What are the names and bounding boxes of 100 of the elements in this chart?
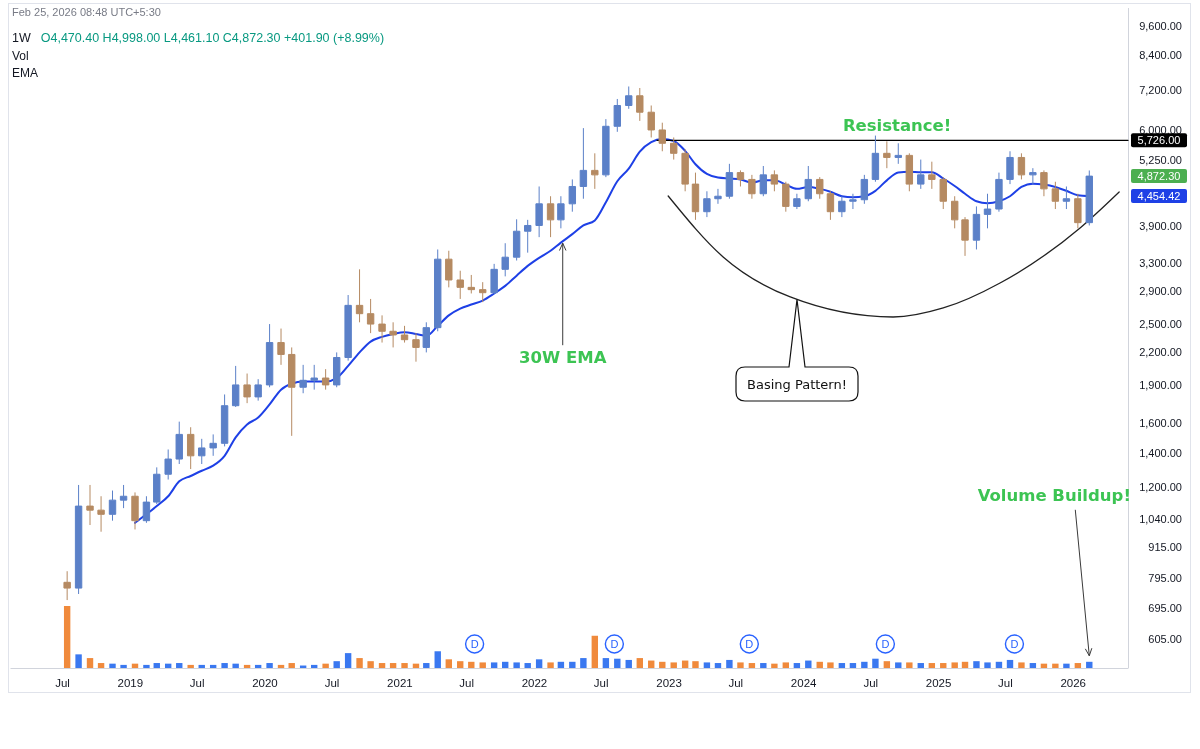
- bar: [198, 664, 205, 668]
- bar: [547, 662, 554, 668]
- bar: [232, 663, 239, 668]
- candlestick: [681, 148, 689, 192]
- candlestick: [490, 263, 498, 295]
- bar: [849, 663, 857, 668]
- bar: [591, 635, 599, 668]
- candlestick: [748, 174, 756, 200]
- bar: [961, 661, 969, 668]
- candlestick: [97, 495, 105, 533]
- x-tick-label: Jul: [324, 677, 340, 690]
- bar: [659, 661, 666, 668]
- bar: [703, 662, 711, 668]
- candlestick: [613, 98, 621, 133]
- x-tick-label: Jul: [593, 677, 609, 690]
- candlestick: [826, 190, 835, 221]
- bar: [479, 662, 486, 668]
- candlestick: [86, 484, 94, 526]
- candlestick: [333, 351, 341, 388]
- candlestick: [1062, 185, 1071, 210]
- y-tick-label: 3,900.00: [1139, 219, 1182, 232]
- text: O4,470.40 H4,998.00 L4,461.10 C4,872.30 +401.90 (+8.99%): [40, 31, 385, 45]
- bar: [793, 663, 801, 668]
- text: 4,872.30: [1137, 169, 1181, 182]
- y-tick-label: 695.00: [1148, 601, 1182, 614]
- candlestick: [1040, 169, 1048, 197]
- candlestick: [243, 373, 251, 404]
- bar: [277, 664, 285, 668]
- y-tick-label: 8,400.00: [1139, 49, 1182, 62]
- candlestick: [344, 294, 352, 362]
- candlestick: [625, 85, 633, 110]
- candlestick: [175, 421, 183, 465]
- bar: [636, 658, 643, 668]
- candlestick: [894, 142, 902, 165]
- x-tick-label: Jul: [997, 677, 1013, 690]
- y-tick-label: 2,200.00: [1139, 346, 1182, 359]
- bar: [760, 663, 767, 668]
- bar: [143, 664, 150, 668]
- candlestick: [782, 181, 790, 213]
- candlestick: [804, 165, 813, 202]
- candlestick: [636, 87, 644, 122]
- x-tick-label: 2023: [656, 677, 682, 690]
- candlestick: [816, 176, 824, 200]
- candlestick: [108, 490, 117, 522]
- bar: [468, 661, 475, 668]
- candlestick: [209, 433, 217, 457]
- candlestick: [119, 484, 128, 509]
- bar: [434, 651, 441, 668]
- bar: [153, 663, 160, 668]
- bar: [1018, 662, 1025, 668]
- candlestick: [647, 104, 655, 138]
- bar: [109, 663, 116, 668]
- y-tick-label: 3,300.00: [1139, 256, 1182, 269]
- bar: [75, 654, 82, 668]
- annotation: Resistance!: [842, 116, 952, 136]
- x-tick-label: 2026: [1060, 677, 1086, 690]
- candlestick: [1006, 150, 1014, 185]
- bar: [187, 664, 194, 668]
- y-tick-label: 1,200.00: [1139, 480, 1182, 493]
- candlestick: [972, 205, 981, 250]
- bar: [1086, 661, 1093, 668]
- candlestick: [153, 466, 161, 505]
- candlestick: [928, 161, 936, 190]
- bar: [378, 663, 386, 668]
- candlestick: [422, 321, 430, 353]
- candlestick: [299, 364, 307, 394]
- y-tick-label: 2,500.00: [1139, 318, 1182, 331]
- bar: [748, 663, 756, 668]
- bar: [557, 661, 565, 668]
- bar: [984, 662, 991, 668]
- bar: [86, 658, 94, 668]
- bar: [389, 663, 397, 668]
- bar: [580, 658, 587, 668]
- candlestick: [591, 152, 599, 190]
- bar: [771, 663, 778, 668]
- bar: [940, 663, 947, 668]
- candlestick: [512, 218, 521, 262]
- x-tick-label: 2024: [790, 677, 818, 690]
- bar: [737, 662, 744, 668]
- annotation: D: [881, 637, 890, 650]
- bar: [490, 662, 498, 668]
- y-tick-label: 2,900.00: [1139, 285, 1182, 298]
- line-series: [667, 191, 1120, 318]
- y-tick-label: 1,900.00: [1139, 378, 1182, 391]
- candlestick: [703, 190, 711, 218]
- candlestick: [231, 365, 240, 408]
- bar: [344, 653, 352, 668]
- x-tick-label: Jul: [863, 677, 879, 690]
- y-tick-label: 1,600.00: [1139, 417, 1182, 430]
- candlestick: [74, 484, 83, 595]
- candlestick: [131, 491, 139, 530]
- bar: [883, 661, 891, 668]
- candlestick: [254, 378, 262, 402]
- bar: [895, 662, 902, 668]
- candlestick: [1074, 193, 1082, 229]
- bar: [726, 659, 733, 668]
- x-tick-label: 2019: [117, 677, 144, 690]
- bar: [311, 664, 318, 668]
- candlestick: [467, 274, 475, 294]
- annotation: D: [470, 637, 479, 650]
